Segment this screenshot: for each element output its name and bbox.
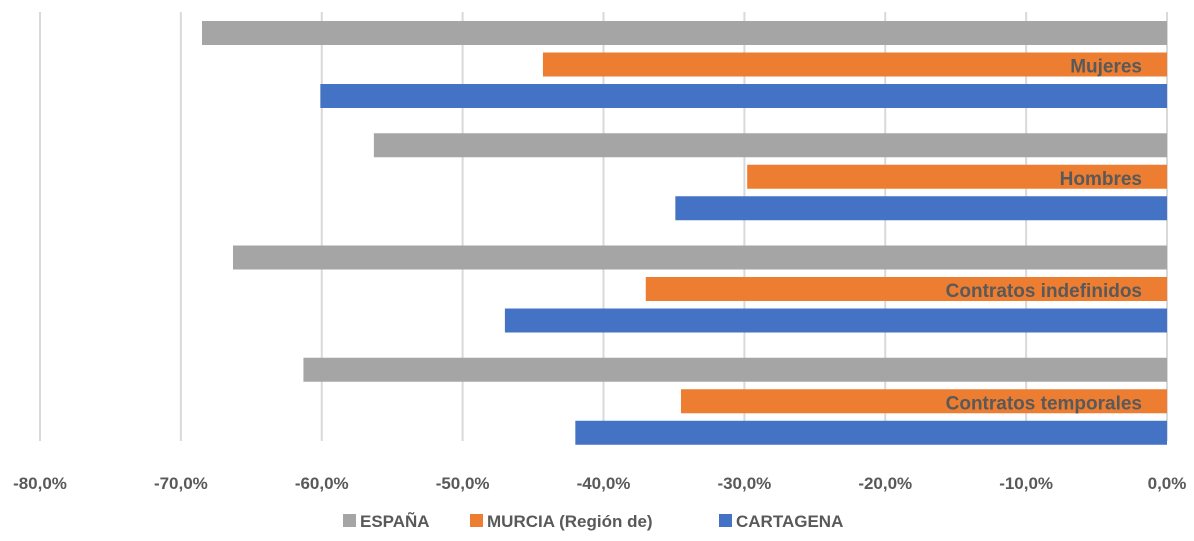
x-axis-tick-labels: -80,0% -70,0% -60,0% -50,0% -40,0% -30,0% -20,…	[13, 474, 1186, 493]
bar	[504, 308, 1167, 333]
bar	[303, 357, 1167, 382]
x-tick-label: -30,0%	[717, 474, 771, 493]
bar	[202, 21, 1168, 45]
x-tick-label: -20,0%	[858, 474, 912, 493]
category-labels: Mujeres Hombres Contratos indefinidos Contr…	[946, 57, 1142, 415]
category-label: Mujeres	[1070, 57, 1142, 78]
legend-swatch	[719, 514, 732, 527]
x-tick-label: -40,0%	[577, 474, 631, 493]
bar	[320, 84, 1167, 108]
legend-label: MURCIA (Región de)	[487, 512, 653, 531]
legend-label: CARTAGENA	[736, 512, 843, 531]
legend-swatch	[470, 514, 483, 527]
legend-label: ESPAÑA	[360, 511, 430, 531]
bar	[232, 245, 1167, 270]
x-tick-label: 0,0%	[1148, 474, 1187, 493]
category-label: Hombres	[1060, 169, 1142, 190]
bar	[373, 133, 1167, 158]
bar	[675, 196, 1167, 221]
x-tick-label: -10,0%	[999, 474, 1053, 493]
bar	[645, 277, 1167, 301]
bar	[747, 164, 1167, 189]
legend: ESPAÑA MURCIA (Región de) CARTAGENA	[343, 511, 843, 531]
x-tick-label: -80,0%	[13, 474, 67, 493]
category-label: Contratos indefinidos	[946, 281, 1142, 302]
x-tick-label: -60,0%	[295, 474, 349, 493]
x-tick-label: -70,0%	[154, 474, 208, 493]
bar	[680, 389, 1167, 414]
legend-swatch	[343, 514, 356, 527]
category-label: Contratos temporales	[946, 393, 1142, 414]
bar	[542, 52, 1167, 77]
gridlines	[39, 12, 1168, 441]
x-tick-label: -50,0%	[436, 474, 490, 493]
bars	[202, 21, 1168, 445]
bar	[575, 420, 1167, 445]
